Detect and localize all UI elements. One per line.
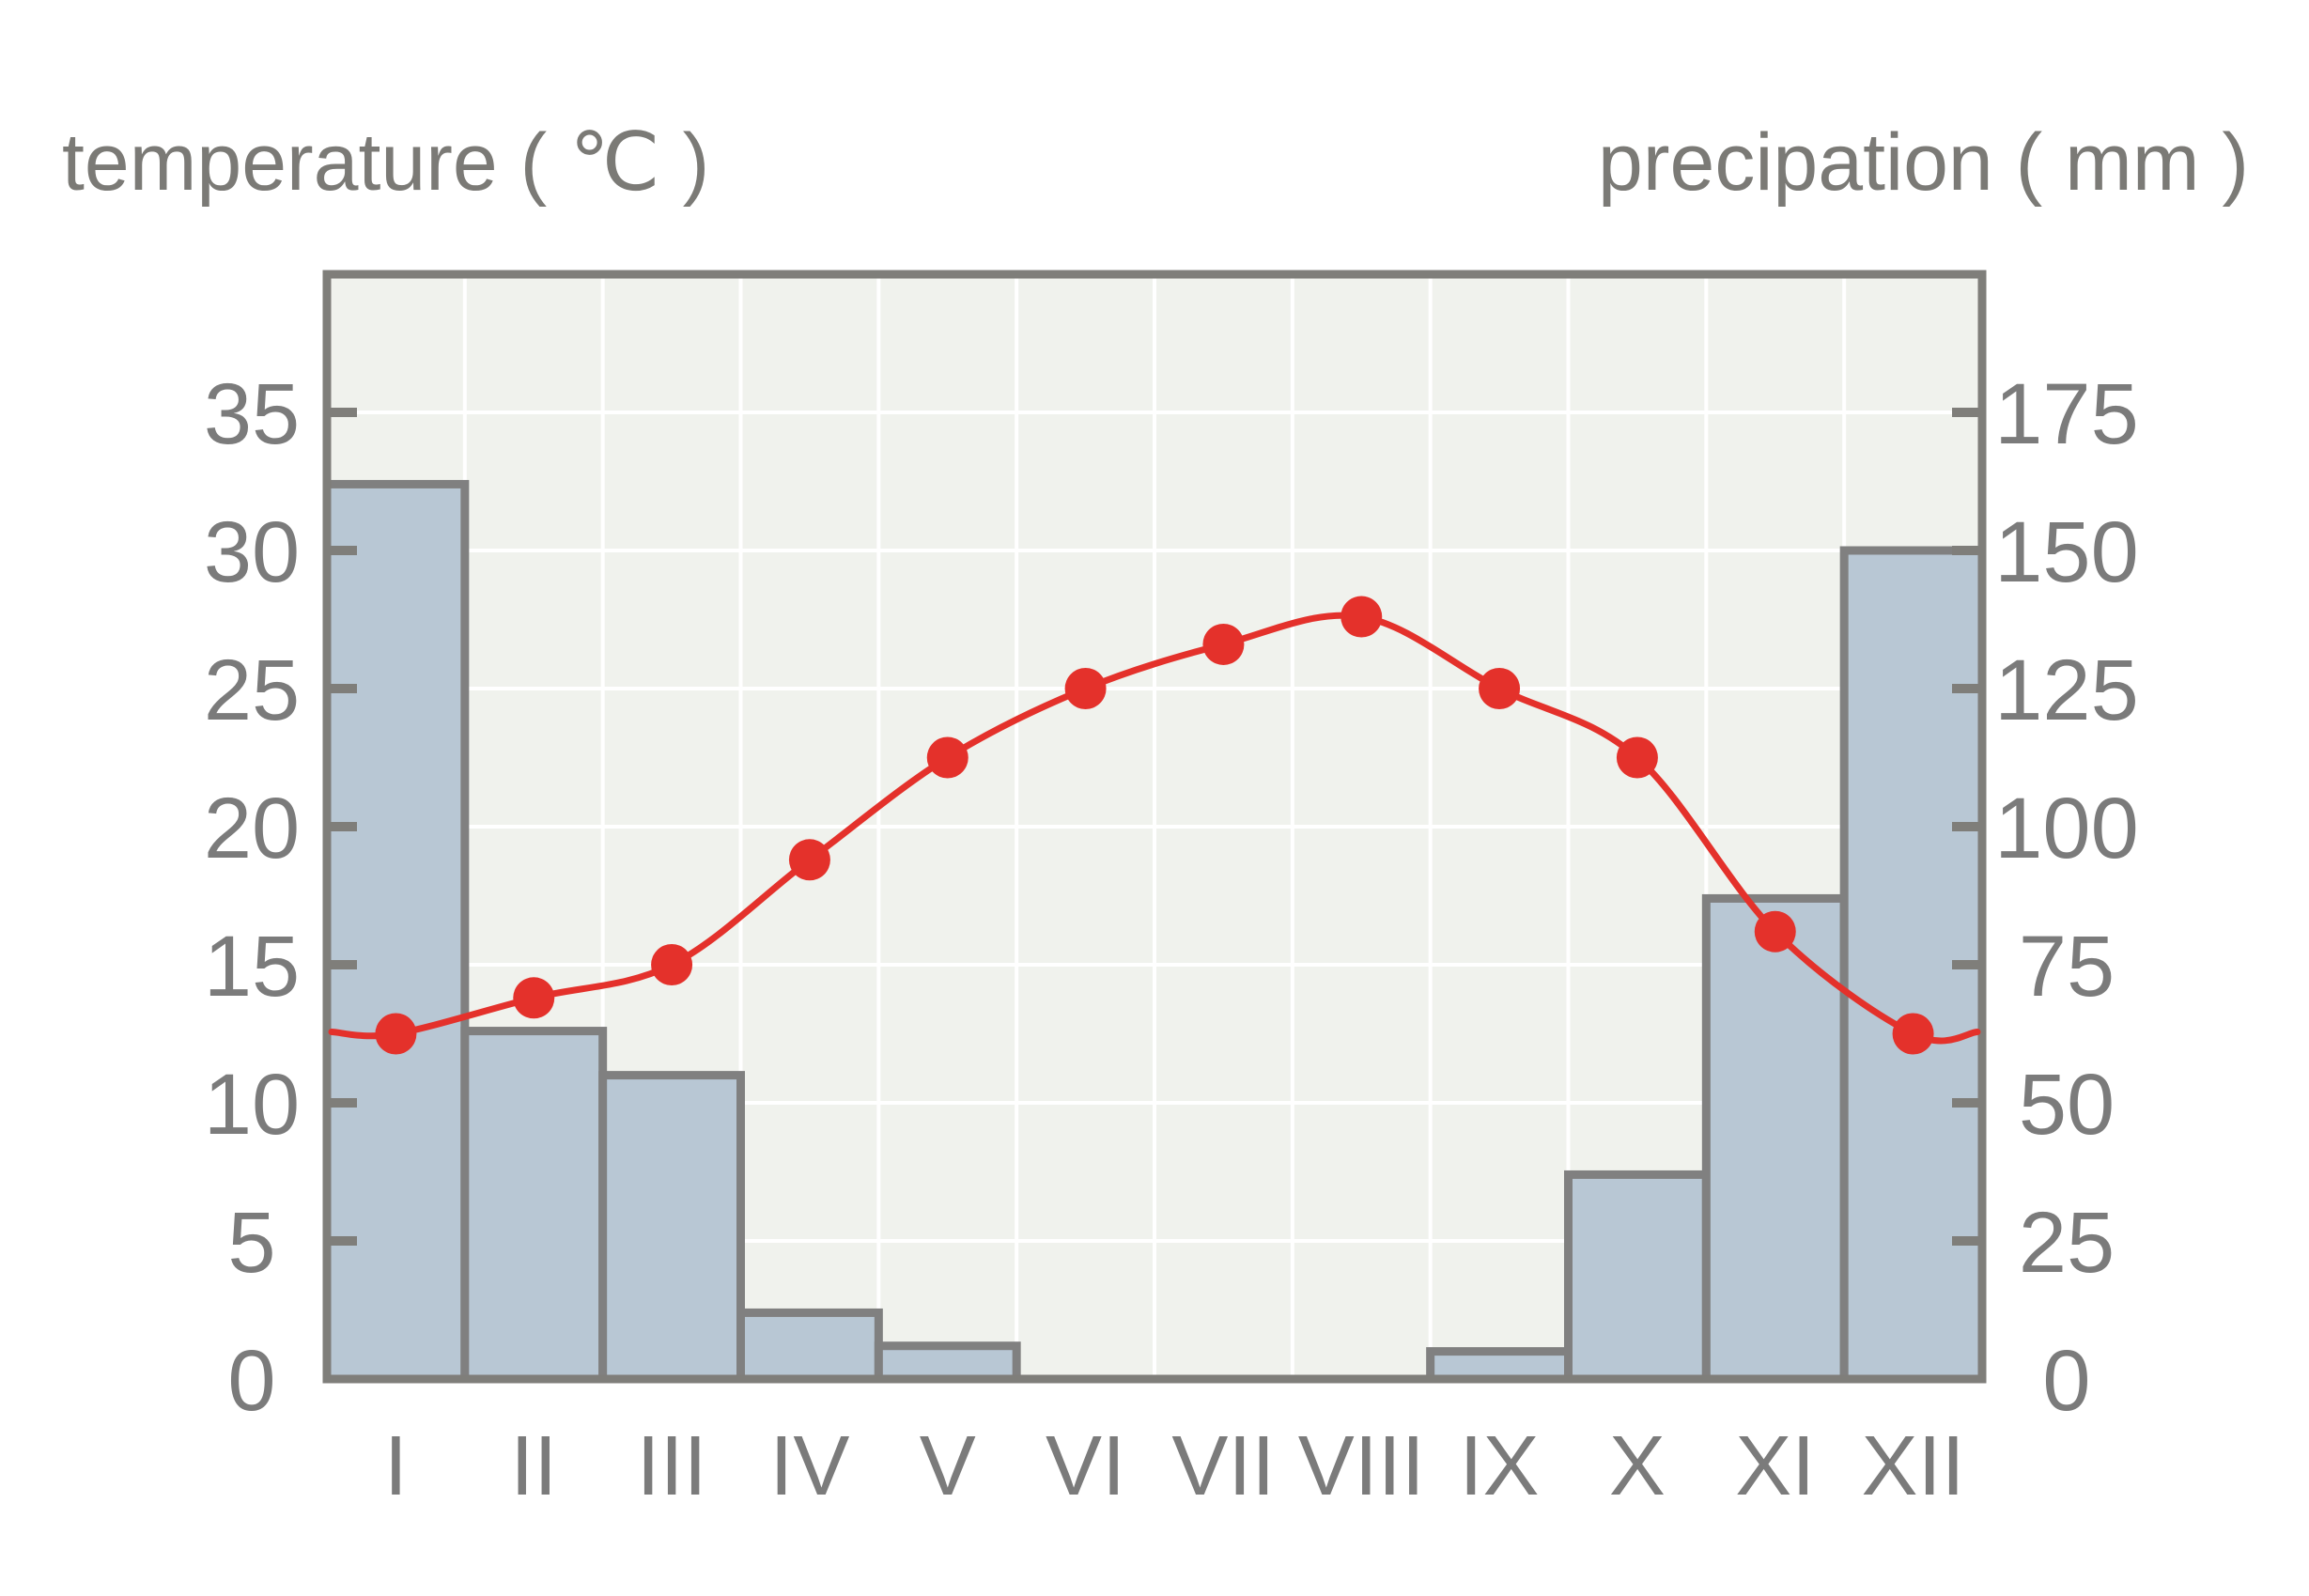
bar-1 [322, 479, 470, 1384]
bar-5 [874, 1341, 1021, 1384]
x-tick-label: IV [769, 1419, 849, 1513]
x-tick-label: VII [1171, 1419, 1275, 1513]
x-tick-label: III [637, 1419, 707, 1513]
line-series [328, 612, 1981, 1045]
x-tick-label: I [384, 1419, 408, 1513]
tick-marks [327, 408, 1982, 1246]
y-axis-label-left: temperature ( ℃ ) [62, 117, 709, 208]
line-point-5 [926, 736, 969, 779]
x-tick-label: XI [1735, 1419, 1815, 1513]
x-tick-label: IX [1460, 1419, 1540, 1513]
bar-3 [598, 1071, 746, 1384]
line-point-11 [1754, 910, 1796, 953]
x-tick-label: II [510, 1419, 557, 1513]
x-tick-label: XII [1862, 1419, 1965, 1513]
line-point-3 [651, 944, 693, 985]
y-tick-label-right: 175 [1994, 366, 2139, 462]
y-tick-label-right: 100 [1994, 781, 2139, 876]
x-tick-label: VIII [1298, 1419, 1425, 1513]
y-tick-label-right: 150 [1994, 504, 2139, 600]
y-tick-label-right: 125 [1994, 643, 2139, 738]
y-tick-label-left: 20 [204, 781, 300, 876]
y-tick-label-right: 0 [2042, 1333, 2090, 1429]
x-tick-label: X [1609, 1419, 1666, 1513]
bar-2 [460, 1027, 608, 1384]
bar-10 [1564, 1170, 1711, 1384]
y-tick-label-right: 75 [2019, 919, 2115, 1015]
y-tick-label-left: 15 [204, 919, 300, 1015]
y-tick-labels-right: 0 25 50 75 100 125 150 175 [1994, 366, 2139, 1429]
line-point-7 [1202, 623, 1245, 665]
line-point-8 [1340, 596, 1383, 638]
bar-series [322, 479, 1987, 1384]
x-tick-labels: I II III IV V VI VII VIII IX X XI XII [384, 1419, 1965, 1513]
y-tick-label-right: 25 [2019, 1195, 2115, 1291]
line-point-4 [788, 839, 830, 881]
y-tick-label-left: 0 [227, 1333, 275, 1429]
line-markers [375, 596, 1934, 1055]
line-point-6 [1064, 668, 1107, 709]
y-tick-labels-left: 0 5 10 15 20 25 30 35 [204, 366, 300, 1429]
y-tick-label-left: 35 [204, 366, 300, 462]
line-point-10 [1616, 736, 1658, 779]
bar-4 [736, 1308, 883, 1384]
y-axis-label-right: precipation ( mm ) [1598, 117, 2249, 208]
line-point-2 [513, 977, 555, 1019]
y-tick-label-left: 30 [204, 504, 300, 600]
y-tick-label-left: 5 [227, 1195, 275, 1291]
x-tick-label: V [920, 1419, 976, 1513]
x-tick-label: VI [1046, 1419, 1125, 1513]
y-tick-label-left: 25 [204, 643, 300, 738]
line-point-9 [1479, 668, 1521, 709]
y-tick-label-left: 10 [204, 1057, 300, 1153]
line-point-12 [1892, 1013, 1934, 1055]
line-point-1 [375, 1013, 417, 1055]
y-tick-label-right: 50 [2019, 1057, 2115, 1153]
